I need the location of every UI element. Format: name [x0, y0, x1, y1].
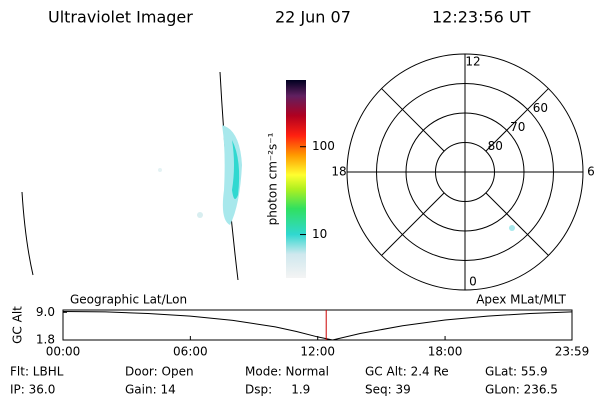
left-label: Geographic Lat/Lon [70, 293, 187, 307]
image-panel [21, 71, 515, 281]
speckle [509, 225, 515, 231]
header-date: 22 Jun 07 [275, 8, 351, 27]
polar-spoke [485, 192, 549, 256]
x-tick-label: 00:00 [46, 345, 81, 359]
aurora [222, 125, 242, 225]
footer-field: Mode: Normal [245, 365, 329, 379]
mlt-label: 0 [469, 275, 477, 289]
y-tick-label: 9.0 [36, 305, 55, 319]
lat-label: 60 [533, 101, 548, 115]
aurora [232, 140, 240, 199]
colorbar-tick-label: 10 [312, 227, 327, 241]
polar-spoke [381, 88, 445, 152]
colorbar [286, 80, 306, 278]
header-title: Ultraviolet Imager [48, 8, 193, 27]
colorbar-label: photon cm⁻²s⁻¹ [266, 132, 280, 225]
speckle [197, 212, 203, 218]
polar-spoke [485, 88, 549, 152]
footer-field: GLat: 55.9 [485, 365, 548, 379]
colorbar-tick-label: 100 [312, 139, 335, 153]
mlt-label: 6 [587, 165, 595, 179]
altitude-line [62, 311, 573, 341]
mlt-label: 12 [465, 55, 480, 69]
footer-field: Flt: LBHL [10, 365, 64, 379]
lat-ring [435, 142, 495, 202]
lat-ring [376, 83, 554, 261]
footer-field: Gain: 14 [125, 383, 176, 397]
lat-label: 70 [510, 120, 525, 134]
mlt-label: 18 [331, 165, 346, 179]
header-time: 12:23:56 UT [432, 8, 531, 27]
x-tick-label: 12:00 [300, 345, 335, 359]
lat-label: 80 [488, 139, 503, 153]
y-axis-label: GC Alt [11, 306, 25, 344]
x-tick-label: 18:00 [428, 345, 463, 359]
x-tick-label: 23:59 [555, 345, 590, 359]
x-tick-label: 06:00 [173, 345, 208, 359]
footer-field: Door: Open [125, 365, 194, 379]
speckle [158, 168, 162, 172]
y-tick-label: 1.8 [36, 333, 55, 347]
right-label: Apex MLat/MLT [476, 293, 566, 307]
footer-field: IP: 36.0 [10, 383, 55, 397]
footer-field: Seq: 39 [365, 383, 411, 397]
footer-field: GC Alt: 2.4 Re [365, 365, 449, 379]
footer-field: Dsp: 1.9 [245, 383, 310, 397]
polar-spoke [381, 192, 445, 256]
footer-field: GLon: 236.5 [485, 383, 558, 397]
plot-frame [62, 309, 573, 341]
lat-ring [405, 112, 525, 232]
limb-line [21, 191, 34, 276]
